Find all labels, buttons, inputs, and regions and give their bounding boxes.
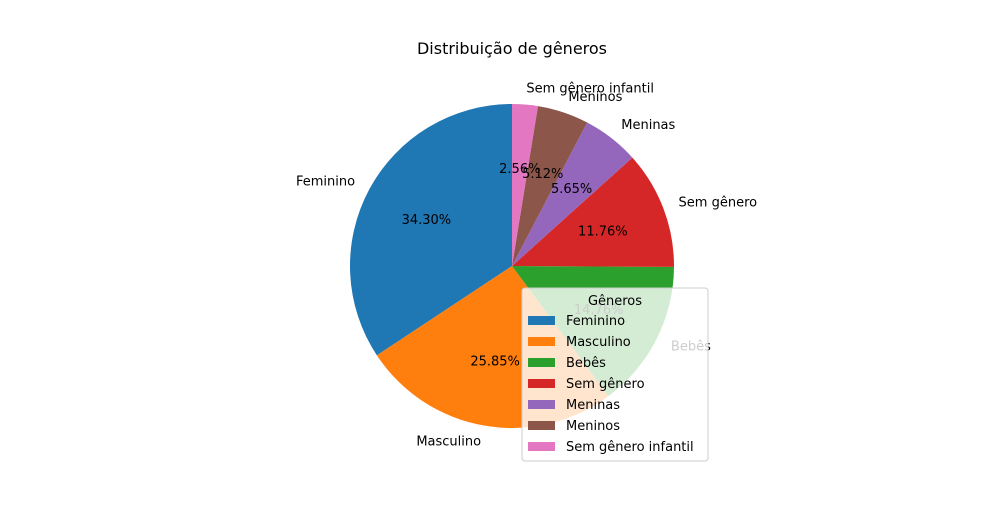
legend-items: Feminino Masculino Bebês Sem gênero Meninas M… (528, 314, 694, 455)
legend-swatch-meninos (528, 421, 555, 430)
chart-title: Distribuição de gêneros (417, 39, 607, 58)
pie-slice-sem-genero (512, 157, 674, 267)
slice-label-feminino: Feminino (296, 175, 355, 190)
legend-swatch-masculino (528, 337, 555, 346)
legend-label-bebes: Bebês (566, 356, 606, 371)
pct-label-feminino: 34.30% (402, 213, 452, 228)
legend-swatch-sem-genero-infantil (528, 442, 555, 451)
slice-label-sem-genero: Sem gênero (679, 196, 758, 211)
legend-label-meninas: Meninas (566, 398, 620, 413)
legend: Gêneros Feminino Masculino Bebês Sem gênero… (521, 287, 709, 462)
slice-label-masculino: Masculino (416, 434, 481, 449)
slice-label-sem-genero-infantil: Sem gênero infantil (526, 81, 654, 96)
pie-slice-sem-genero-infantil (512, 104, 538, 266)
pct-label-meninas: 5.65% (551, 182, 592, 197)
legend-title: Gêneros (588, 294, 642, 309)
pie-slice-meninos (512, 106, 588, 267)
pct-label-meninos: 5.12% (522, 167, 563, 182)
pie-slice-feminino (350, 104, 512, 356)
legend-label-masculino: Masculino (566, 335, 631, 350)
legend-swatch-bebes (528, 358, 555, 367)
legend-swatch-sem-genero (528, 379, 555, 388)
pct-label-masculino: 25.85% (470, 355, 520, 370)
slice-label-meninos: Meninos (568, 90, 622, 105)
slice-label-meninas: Meninas (621, 118, 675, 133)
legend-frame (521, 287, 709, 462)
legend-label-sem-genero: Sem gênero (566, 377, 645, 392)
pct-label-sem-genero: 11.76% (578, 224, 628, 239)
legend-label-sem-genero-infantil: Sem gênero infantil (566, 440, 694, 455)
legend-label-feminino: Feminino (566, 314, 625, 329)
pct-label-sem-genero-infantil: 2.56% (499, 162, 540, 177)
pie-slice-meninas (512, 122, 633, 266)
legend-label-meninos: Meninos (566, 419, 620, 434)
legend-swatch-feminino (528, 316, 555, 325)
legend-swatch-meninas (528, 400, 555, 409)
